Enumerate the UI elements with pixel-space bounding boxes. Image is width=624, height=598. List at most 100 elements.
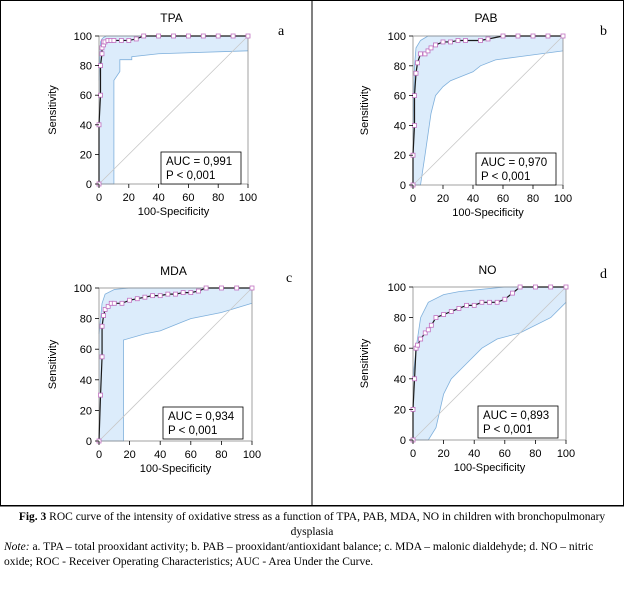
y-tick-label-tpa: 0 — [86, 179, 92, 191]
roc-point-mda — [134, 296, 140, 302]
panel-letter-d: d — [600, 267, 607, 282]
chart-title-pab: PAB — [474, 11, 497, 25]
roc-point-mda — [157, 293, 163, 299]
roc-point-pab — [412, 93, 417, 98]
roc-point-tpa — [126, 38, 132, 43]
ci-lower-line-pab — [413, 50, 564, 186]
caption-note: Note: a. TPA – total prooxidant activity… — [4, 540, 620, 570]
y-tick-label-tpa: 60 — [80, 90, 92, 102]
roc-point-no — [412, 376, 417, 382]
roc-point-no — [548, 284, 554, 290]
y-tick-label-mda: 0 — [86, 436, 92, 448]
roc-point-mda — [249, 285, 255, 291]
auc-label-no: AUC = 0,893 — [483, 410, 549, 422]
roc-point-no — [517, 284, 523, 290]
x-tick-label-no: 40 — [468, 448, 480, 460]
roc-point-mda — [165, 291, 171, 297]
roc-point-tpa — [171, 33, 176, 39]
y-tick-label-no: 40 — [394, 374, 406, 386]
roc-point-pab — [545, 33, 551, 39]
roc-point-mda — [101, 313, 106, 318]
figure-caption: Fig. 3 ROC curve of the intensity of oxi… — [4, 510, 620, 570]
caption-note-label: Note: — [4, 541, 30, 553]
chart-panel-mda: 0 20 40 60 80 100 0 20 40 60 80 100 MDA 100-Specifici… — [0, 253, 312, 506]
roc-point-tpa — [133, 36, 139, 42]
roc-point-mda — [98, 392, 103, 398]
roc-point-no — [415, 342, 420, 348]
x-tick-label-tpa: 40 — [152, 192, 164, 204]
roc-point-tpa — [185, 33, 191, 39]
roc-point-mda — [99, 323, 105, 329]
roc-point-no — [471, 302, 477, 308]
roc-chart-no: 0 20 40 60 80 100 0 20 40 60 80 100 NO 100-Specificit… — [359, 263, 575, 474]
roc-point-mda — [127, 297, 132, 303]
y-axis-label-tpa: Sensitivity — [47, 85, 59, 135]
roc-point-no — [441, 312, 447, 317]
roc-point-mda — [99, 354, 105, 360]
roc-point-tpa — [215, 33, 221, 39]
p-value-label-pab: P < 0,001 — [481, 171, 530, 183]
y-tick-label-no: 0 — [400, 435, 406, 447]
roc-point-no — [487, 299, 492, 305]
roc-point-no — [425, 327, 431, 333]
roc-point-tpa — [111, 38, 117, 43]
roc-point-mda — [142, 294, 148, 300]
p-value-label-tpa: P < 0,001 — [166, 170, 215, 182]
p-value-label-no: P < 0,001 — [483, 424, 532, 436]
roc-point-pab — [412, 123, 417, 128]
roc-point-no — [464, 302, 469, 308]
y-tick-label-pab: 40 — [394, 120, 406, 132]
roc-chart-tpa: 0 20 40 60 80 100 0 20 40 60 80 100 TPA 100-Specifici… — [47, 11, 257, 218]
x-tick-label-mda: 80 — [215, 449, 227, 461]
plot-area-mda — [98, 287, 253, 442]
roc-point-mda — [173, 291, 178, 297]
y-tick-label-pab: 60 — [394, 91, 406, 103]
roc-point-no — [428, 322, 434, 328]
x-tick-label-no: 60 — [499, 448, 511, 460]
roc-point-pab — [433, 42, 438, 48]
x-tick-label-mda: 100 — [243, 449, 261, 461]
ci-lower-line-no — [413, 302, 567, 441]
roc-point-tpa — [99, 51, 105, 57]
chart-title-no: NO — [479, 263, 497, 277]
x-axis-label-mda: 100-Specificity — [140, 463, 212, 475]
x-tick-label-pab: 80 — [527, 193, 539, 205]
x-tick-label-mda: 40 — [154, 449, 166, 461]
roc-point-mda — [180, 290, 186, 295]
roc-point-no — [563, 284, 569, 290]
roc-point-pab — [455, 38, 461, 43]
y-axis-label-no: Sensitivity — [359, 338, 371, 388]
roc-point-tpa — [200, 33, 206, 39]
roc-point-pab — [425, 48, 431, 54]
roc-point-tpa — [230, 33, 236, 39]
auc-box-pab — [475, 152, 557, 186]
roc-point-mda — [119, 300, 125, 306]
x-tick-label-tpa: 20 — [123, 192, 135, 204]
roc-point-pab — [560, 33, 566, 39]
roc-point-pab — [485, 36, 491, 42]
roc-point-tpa — [156, 33, 162, 39]
roc-point-no — [456, 306, 462, 311]
y-tick-label-mda: 80 — [80, 314, 92, 326]
roc-point-pab — [428, 45, 434, 51]
y-tick-label-mda: 20 — [80, 405, 92, 417]
chart-panel-pab: 0 20 40 60 80 100 0 20 40 60 80 100 PAB 100-Specifici… — [312, 0, 624, 253]
roc-point-tpa — [118, 38, 124, 43]
roc-point-pab — [530, 33, 536, 39]
roc-point-mda — [218, 285, 224, 291]
roc-point-no — [422, 330, 428, 336]
roc-point-no — [510, 290, 515, 296]
chart-panel-tpa: 0 20 40 60 80 100 0 20 40 60 80 100 TPA 100-Specifici… — [0, 0, 312, 253]
panel-letter-b: b — [600, 24, 607, 39]
roc-point-pab — [418, 51, 423, 57]
auc-box-mda — [162, 406, 244, 440]
roc-point-mda — [203, 285, 209, 291]
x-tick-label-mda: 20 — [123, 449, 135, 461]
roc-point-mda — [188, 290, 194, 295]
x-tick-label-no: 0 — [410, 448, 416, 460]
chart-title-mda: MDA — [160, 264, 187, 278]
y-tick-label-mda: 100 — [74, 283, 92, 295]
roc-point-pab — [478, 38, 483, 43]
caption-fig-label: Fig. 3 — [18, 511, 47, 523]
